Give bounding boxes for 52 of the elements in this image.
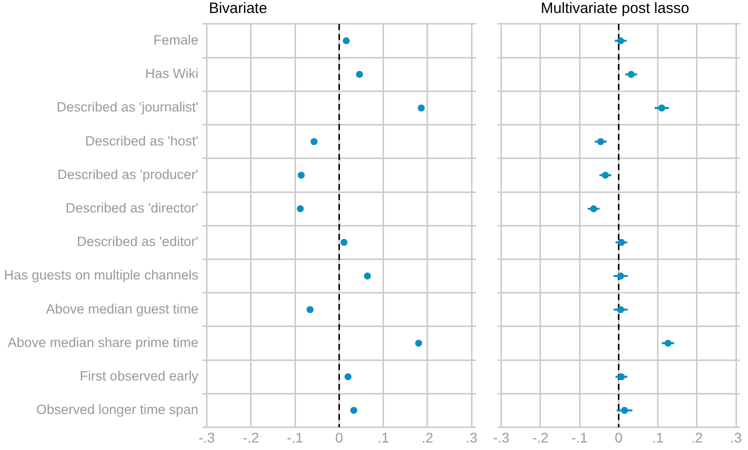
- point: [364, 272, 371, 280]
- chart-title: Bivariate: [208, 0, 268, 18]
- x-tick-label: .2: [422, 429, 434, 446]
- y-tick-label: Female: [153, 32, 198, 48]
- x-tick-label: .3: [730, 429, 742, 446]
- x-tick-label: .3: [466, 429, 478, 446]
- x-tick-label: -.3: [198, 429, 216, 446]
- x-tick-label: -.1: [286, 429, 304, 446]
- point: [342, 37, 350, 44]
- point: [664, 340, 672, 347]
- point: [340, 238, 348, 246]
- point: [415, 340, 422, 347]
- y-tick-label: First observed early: [80, 368, 199, 384]
- x-tick-label: 0: [614, 429, 623, 446]
- point: [617, 272, 624, 280]
- point: [298, 172, 305, 179]
- point: [618, 238, 625, 246]
- point: [590, 205, 598, 212]
- y-tick-label: Has guests on multiple channels: [4, 268, 199, 283]
- y-tick-label: Observed longer time span: [36, 402, 198, 418]
- y-tick-label: Described as 'editor': [76, 234, 198, 250]
- x-tick-label: -.1: [571, 429, 588, 446]
- x-tick-label: .1: [377, 429, 390, 446]
- y-tick-label: Above median guest time: [46, 301, 198, 316]
- point: [306, 306, 314, 314]
- point: [658, 104, 666, 112]
- point: [344, 373, 352, 380]
- point: [628, 70, 635, 78]
- point: [602, 172, 609, 179]
- x-tick-label: .1: [652, 429, 664, 446]
- point: [621, 406, 628, 414]
- x-tick-label: -.2: [532, 429, 549, 446]
- point: [617, 306, 624, 314]
- point: [617, 37, 624, 44]
- point: [597, 138, 604, 146]
- y-tick-label: Has Wiki: [145, 66, 198, 82]
- point: [310, 138, 318, 146]
- point: [418, 104, 425, 112]
- y-tick-label: Above median share prime time: [8, 334, 198, 350]
- chart-title: Multivariate post lasso: [540, 0, 690, 18]
- point: [356, 70, 363, 78]
- y-tick-label: Described as 'producer': [57, 166, 198, 182]
- point: [296, 205, 304, 212]
- x-tick-label: -.2: [242, 429, 260, 446]
- y-tick-label: Described as 'host': [85, 133, 198, 148]
- point: [618, 373, 625, 380]
- x-tick-label: -.3: [493, 429, 510, 446]
- point: [350, 406, 358, 414]
- y-tick-label: Described as 'journalist': [56, 100, 198, 115]
- y-tick-label: Described as 'director': [66, 200, 198, 216]
- x-tick-label: .2: [691, 429, 703, 446]
- x-tick-label: 0: [335, 429, 344, 446]
